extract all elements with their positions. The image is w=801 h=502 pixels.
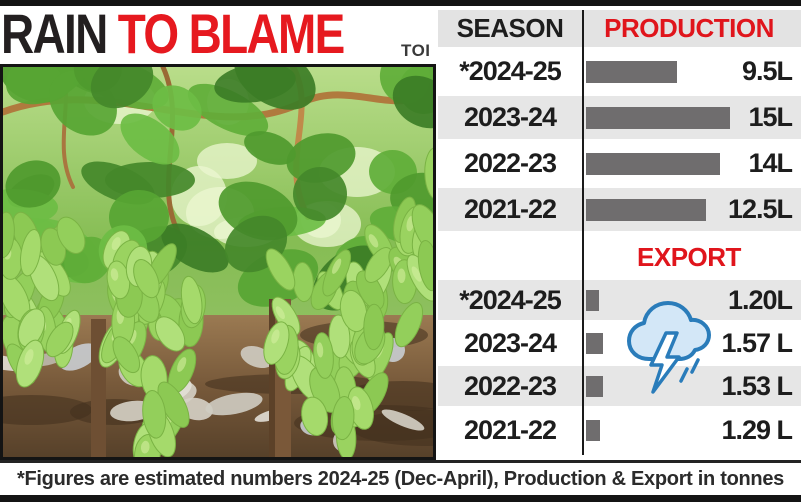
data-table: SEASON PRODUCTION *2024-25 9.5L 2023-24 …: [438, 10, 801, 452]
table-row: 2022-23 1.53 L: [438, 366, 801, 409]
table-header-row: SEASON PRODUCTION: [438, 10, 801, 50]
footnote: *Figures are estimated numbers 2024-25 (…: [0, 460, 801, 495]
season-label: *2024-25: [459, 56, 562, 86]
season-column-header: SEASON: [456, 13, 564, 43]
table-row: 2021-22 12.5L: [438, 188, 801, 234]
cloud-with-lightning-icon: [627, 301, 711, 394]
table-row: 2022-23 14L: [438, 142, 801, 188]
value-label: 1.20L: [727, 284, 793, 315]
footnote-text: *Figures are estimated numbers 2024-25 (…: [17, 467, 784, 490]
value-bar: [586, 60, 678, 83]
export-column-header: EXPORT: [637, 241, 741, 272]
value-bar: [586, 198, 706, 221]
production-column-header: PRODUCTION: [604, 13, 774, 43]
season-label: 2021-22: [463, 415, 557, 445]
export-section-header-row: EXPORT: [438, 234, 801, 280]
table-row: *2024-25 1.20L: [438, 280, 801, 323]
value-bar: [586, 152, 721, 175]
value-label: 1.57 L: [721, 327, 793, 358]
table-row: 2023-24 1.57 L: [438, 323, 801, 366]
season-label: 2022-23: [463, 370, 557, 401]
value-bar: [586, 420, 601, 441]
season-label: 2023-24: [463, 102, 557, 132]
season-label: 2022-23: [463, 148, 557, 178]
table-row: *2024-25 9.5L: [438, 50, 801, 96]
bottom-rule: [0, 495, 801, 502]
value-bar: [586, 332, 604, 354]
headline-to-blame: TO BLAME: [106, 2, 345, 65]
top-rule: [0, 0, 801, 6]
value-bar: [586, 106, 730, 129]
headline-rain: RAIN: [1, 2, 108, 65]
value-label: 1.29 L: [721, 415, 793, 445]
season-label: 2021-22: [463, 194, 557, 224]
value-label: 15L: [748, 102, 793, 132]
table-column-divider: [582, 10, 584, 455]
value-label: 9.5L: [741, 56, 793, 86]
grapes-photo-svg: [3, 67, 433, 457]
value-label: 14L: [748, 148, 793, 178]
value-label: 1.53 L: [721, 370, 793, 401]
toi-credit: TOI: [401, 41, 431, 60]
table-row: 2021-22 1.29 L: [438, 409, 801, 452]
table-row: 2023-24 15L: [438, 96, 801, 142]
value-label: 12.5L: [727, 194, 793, 224]
value-bar: [586, 375, 603, 397]
export-header-spacer: [438, 234, 582, 280]
value-bar: [586, 289, 600, 311]
headline: RAIN TO BLAME: [1, 6, 345, 62]
season-label: 2023-24: [463, 327, 557, 358]
grapes-photo: [0, 64, 436, 460]
season-label: *2024-25: [459, 284, 562, 315]
